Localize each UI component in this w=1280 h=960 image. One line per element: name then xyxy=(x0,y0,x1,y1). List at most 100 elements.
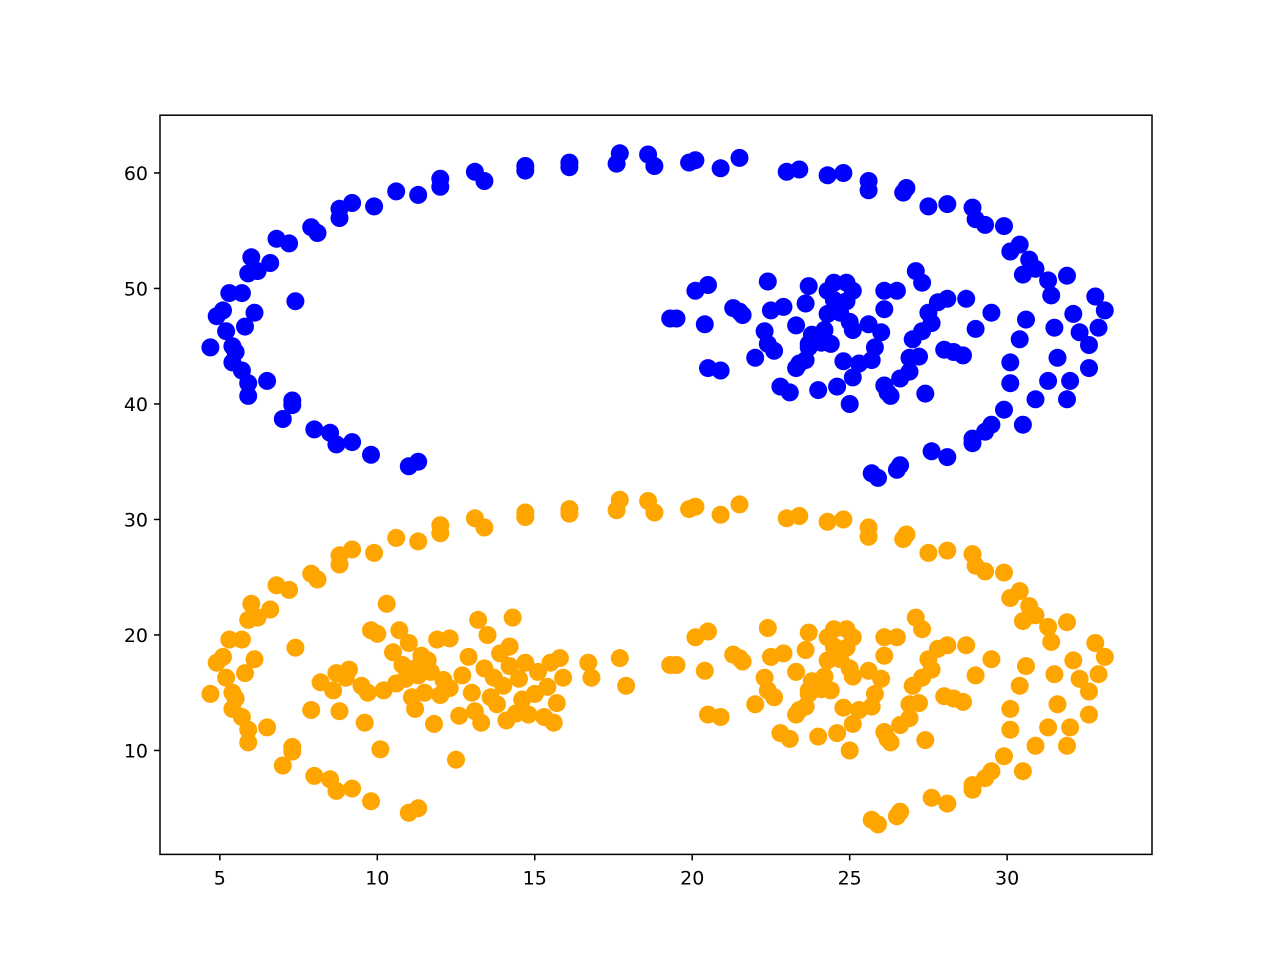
data-point xyxy=(1048,695,1067,714)
data-point xyxy=(1017,310,1035,329)
data-point xyxy=(280,234,299,253)
data-point xyxy=(302,701,321,719)
data-point xyxy=(840,395,859,413)
data-point xyxy=(938,794,957,813)
data-point xyxy=(1045,665,1064,684)
data-point xyxy=(236,664,254,683)
data-point xyxy=(922,314,941,333)
data-point xyxy=(245,650,264,669)
data-point xyxy=(881,733,900,752)
data-point xyxy=(343,779,362,798)
data-point xyxy=(440,629,459,648)
data-point xyxy=(686,151,705,170)
data-point xyxy=(891,716,910,734)
data-point xyxy=(305,420,324,439)
data-point xyxy=(995,747,1013,766)
data-point xyxy=(214,301,232,320)
data-point xyxy=(1017,657,1035,676)
data-point xyxy=(887,281,906,300)
data-point xyxy=(330,702,349,721)
data-point xyxy=(799,334,818,353)
data-point xyxy=(371,740,390,759)
data-point xyxy=(201,338,220,357)
data-point xyxy=(324,681,343,700)
data-point xyxy=(828,724,847,743)
data-point xyxy=(475,518,494,537)
data-point xyxy=(938,195,957,214)
data-point xyxy=(273,756,292,775)
data-point xyxy=(217,322,236,341)
data-point xyxy=(755,322,774,341)
data-point xyxy=(1064,651,1083,670)
y-tick-label: 50 xyxy=(124,278,148,300)
data-point xyxy=(447,750,465,769)
data-point xyxy=(850,354,869,373)
data-point xyxy=(1058,266,1076,285)
data-point xyxy=(232,284,251,303)
data-point xyxy=(431,169,450,188)
data-point xyxy=(368,624,387,643)
data-point xyxy=(582,668,601,687)
data-point xyxy=(239,720,258,739)
data-point xyxy=(1070,323,1089,342)
data-point xyxy=(938,541,957,560)
data-point xyxy=(711,159,730,178)
data-point xyxy=(799,681,818,700)
data-point xyxy=(1058,390,1076,409)
data-point xyxy=(280,580,299,599)
data-point xyxy=(787,316,806,335)
data-point xyxy=(273,410,292,428)
data-point xyxy=(362,792,380,811)
data-point xyxy=(966,319,985,338)
data-point xyxy=(1086,287,1105,306)
data-point xyxy=(982,650,1001,669)
data-point xyxy=(409,532,428,551)
data-point xyxy=(661,309,680,328)
data-point xyxy=(1064,304,1083,323)
data-point xyxy=(686,628,705,647)
data-point xyxy=(409,185,428,204)
data-point xyxy=(516,503,535,522)
data-point xyxy=(239,733,258,752)
data-point xyxy=(283,738,302,756)
data-point xyxy=(859,315,878,334)
data-point xyxy=(261,600,280,619)
data-point xyxy=(954,692,972,711)
data-point xyxy=(645,503,664,522)
data-point xyxy=(1013,762,1032,781)
data-point xyxy=(343,540,362,559)
data-point xyxy=(916,384,935,403)
data-point xyxy=(242,248,261,267)
data-point xyxy=(1010,235,1029,254)
data-point xyxy=(976,562,995,581)
data-point xyxy=(1070,669,1089,688)
data-point xyxy=(1080,705,1098,724)
data-point xyxy=(730,495,749,514)
data-point xyxy=(919,543,938,562)
data-point xyxy=(406,699,425,718)
data-point xyxy=(787,359,806,378)
data-point xyxy=(966,666,985,685)
data-point xyxy=(824,273,843,292)
data-point xyxy=(1095,301,1114,320)
data-point xyxy=(730,649,749,668)
data-point xyxy=(1026,390,1045,409)
data-point xyxy=(1039,371,1058,390)
data-point xyxy=(610,490,629,509)
data-point xyxy=(217,668,236,687)
data-point xyxy=(1086,634,1105,652)
data-point xyxy=(828,377,847,396)
data-point xyxy=(1001,699,1020,718)
data-point xyxy=(1001,374,1020,393)
data-point xyxy=(695,315,714,334)
y-tick-label: 60 xyxy=(124,163,148,185)
data-point xyxy=(1010,330,1029,349)
data-point xyxy=(796,641,815,659)
data-point xyxy=(239,374,258,393)
data-point xyxy=(699,359,717,378)
data-point xyxy=(787,705,806,724)
data-point xyxy=(897,525,916,544)
data-point xyxy=(790,507,809,525)
